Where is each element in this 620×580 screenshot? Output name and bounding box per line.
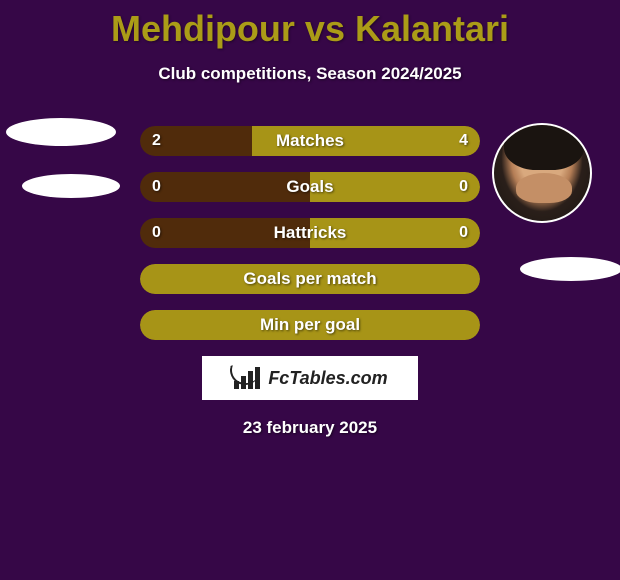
stat-bar: 24Matches <box>140 126 480 156</box>
footer-date: 23 february 2025 <box>0 418 620 438</box>
logo-icon <box>232 367 262 389</box>
bars-container: 24Matches 00Goals 00Hattricks Goals per mat… <box>140 126 480 340</box>
logo-text: FcTables.com <box>268 368 387 389</box>
stat-bar: Min per goal <box>140 310 480 340</box>
stat-bar: 00Hattricks <box>140 218 480 248</box>
page-title: Mehdipour vs Kalantari <box>0 0 620 50</box>
bar-label: Hattricks <box>140 223 480 243</box>
bar-label: Min per goal <box>140 315 480 335</box>
bar-label: Matches <box>140 131 480 151</box>
logo-box: FcTables.com <box>202 356 418 400</box>
bar-label: Goals per match <box>140 269 480 289</box>
stat-bar: 00Goals <box>140 172 480 202</box>
bar-label: Goals <box>140 177 480 197</box>
page-subtitle: Club competitions, Season 2024/2025 <box>0 64 620 84</box>
comparison-chart: 24Matches 00Goals 00Hattricks Goals per mat… <box>0 126 620 340</box>
stat-bar: Goals per match <box>140 264 480 294</box>
